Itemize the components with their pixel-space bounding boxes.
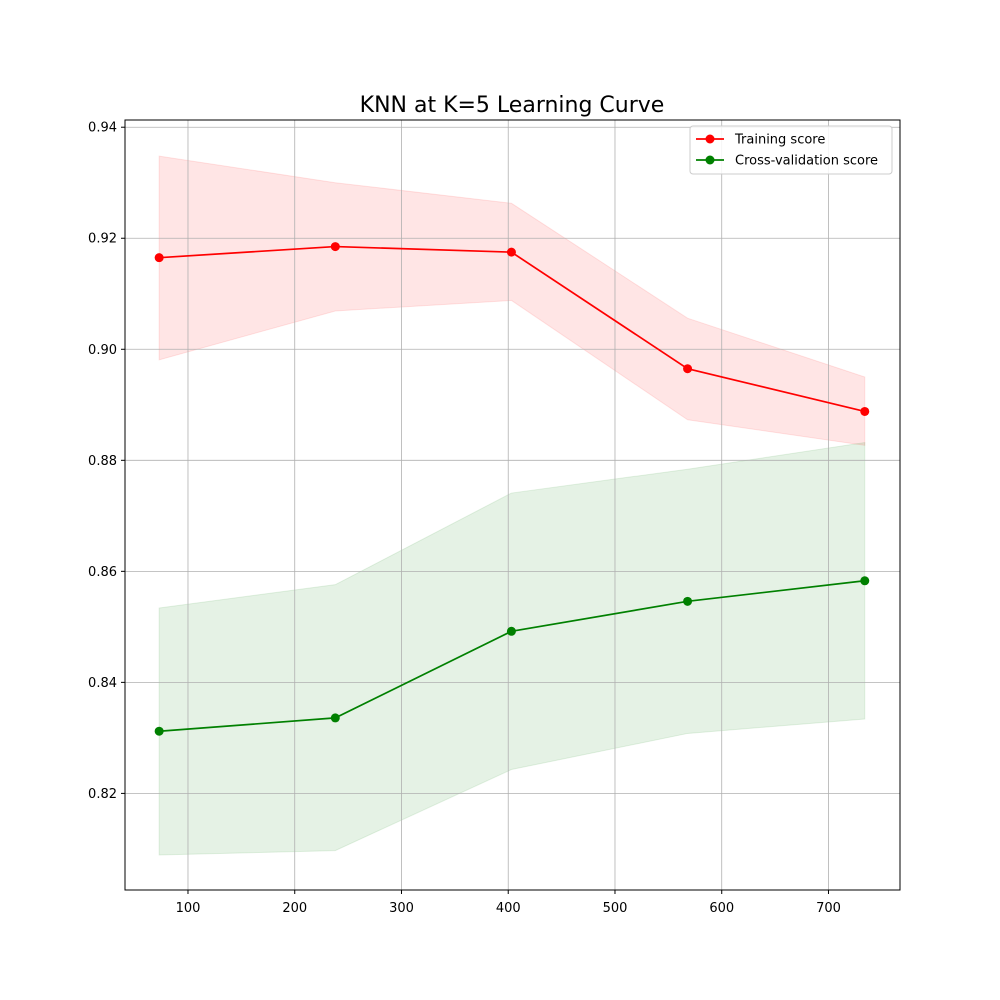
data-point-0-1 <box>330 242 340 252</box>
plot-area-frame <box>124 119 901 891</box>
data-point-1-2 <box>506 626 516 636</box>
gridlines <box>125 120 900 890</box>
data-point-0-2 <box>506 247 516 257</box>
data-point-1-1 <box>330 713 340 723</box>
chart-title: KNN at K=5 Learning Curve <box>360 93 665 118</box>
data-point-0-4 <box>860 406 870 416</box>
data-point-1-4 <box>860 576 870 586</box>
x-tick-label: 200 <box>282 901 307 916</box>
legend-box <box>689 125 893 175</box>
data-point-0-3 <box>683 364 693 374</box>
y-tick-label: 0.82 <box>88 787 117 802</box>
y-tick-label: 0.90 <box>88 343 117 358</box>
x-tick-label: 600 <box>709 901 734 916</box>
legend-label-cross-validation: Cross-validation score <box>735 154 878 169</box>
y-axis: 0.82 0.84 0.86 0.88 0.90 0.92 0.94 <box>88 121 125 802</box>
legend-entry-training: Training score <box>696 133 825 148</box>
data-point-1-0 <box>154 726 164 736</box>
x-tick-label: 500 <box>603 901 628 916</box>
x-tick-label: 100 <box>176 901 201 916</box>
legend-marker-training <box>705 134 715 144</box>
x-tick-label: 300 <box>389 901 414 916</box>
data-point-0-0 <box>154 253 164 263</box>
y-tick-label: 0.86 <box>88 565 117 580</box>
data-point-1-3 <box>683 596 693 606</box>
confidence-band-1 <box>158 441 866 856</box>
legend-marker-cross-validation <box>705 155 715 165</box>
series-points <box>154 242 870 736</box>
y-tick-label: 0.94 <box>88 121 117 136</box>
x-tick-label: 700 <box>816 901 841 916</box>
x-tick-label: 400 <box>496 901 521 916</box>
legend-label-training: Training score <box>734 133 825 148</box>
y-tick-label: 0.88 <box>88 454 117 469</box>
x-axis: 100 200 300 400 500 600 700 <box>176 890 841 916</box>
legend-entry-cross-validation: Cross-validation score <box>696 154 878 169</box>
legend: Training score Cross-validation score <box>689 125 893 175</box>
y-tick-label: 0.92 <box>88 232 117 247</box>
y-tick-label: 0.84 <box>88 676 117 691</box>
